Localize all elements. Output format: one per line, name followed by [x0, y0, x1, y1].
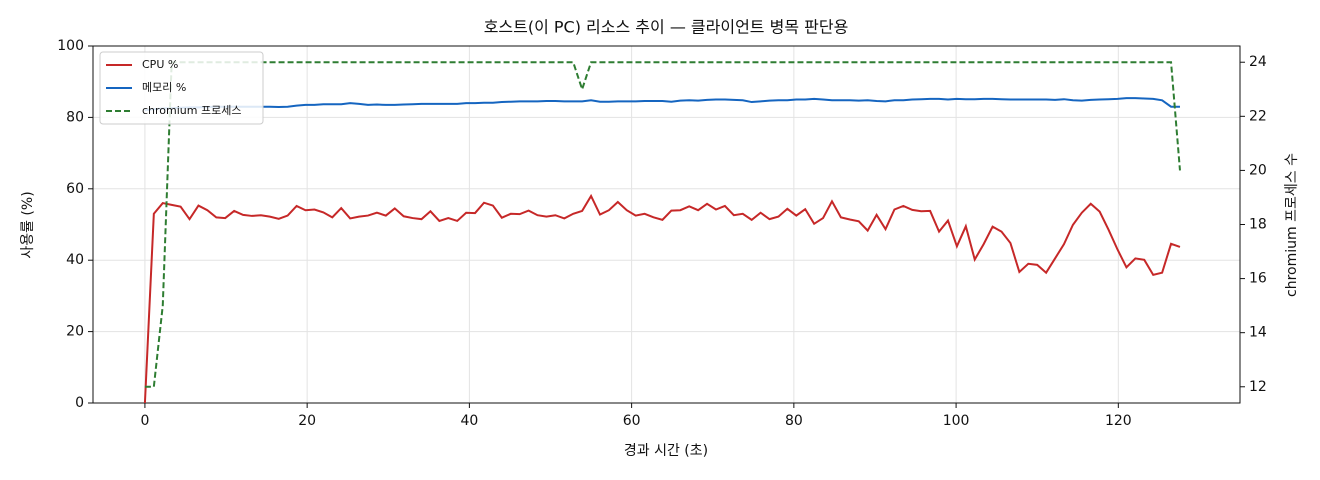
chart-title: 호스트(이 PC) 리소스 추이 — 클라이언트 병목 판단용 [484, 18, 849, 37]
y-tick-label: 60 [66, 181, 84, 197]
y2-tick-label: 24 [1249, 54, 1267, 70]
legend-label: chromium 프로세스 [142, 104, 241, 117]
y2-tick-label: 18 [1249, 217, 1267, 233]
x-tick-label: 20 [298, 413, 316, 429]
y2-tick-label: 22 [1249, 108, 1267, 124]
y-tick-label: 80 [66, 109, 84, 125]
series-line [144, 61, 1181, 388]
x-tick-label: 120 [1105, 413, 1132, 429]
y2-tick-label: 16 [1249, 271, 1267, 287]
legend-label: CPU % [142, 58, 178, 71]
x-tick-label: 40 [460, 413, 478, 429]
x-axis-label: 경과 시간 (초) [624, 443, 708, 459]
y-tick-label: 0 [75, 395, 84, 411]
series-line [144, 97, 1180, 112]
y2-tick-label: 20 [1249, 162, 1267, 178]
y-tick-label: 20 [66, 324, 84, 340]
x-tick-label: 80 [785, 413, 803, 429]
y-tick-label: 100 [57, 38, 84, 54]
plot-frame [92, 45, 1241, 404]
y2-tick-label: 12 [1249, 379, 1267, 395]
legend-label: 메모리 % [142, 81, 186, 94]
x-tick-label: 100 [943, 413, 970, 429]
y2-tick-label: 14 [1249, 325, 1267, 341]
series-line [143, 193, 1181, 404]
legend-box [99, 51, 264, 125]
x-tick-label: 0 [140, 413, 149, 429]
y-axis-label: 사용률 (%) [20, 191, 36, 258]
y2-axis-label: chromium 프로세스 수 [1284, 153, 1300, 297]
x-tick-label: 60 [623, 413, 641, 429]
y-tick-label: 40 [66, 252, 84, 268]
